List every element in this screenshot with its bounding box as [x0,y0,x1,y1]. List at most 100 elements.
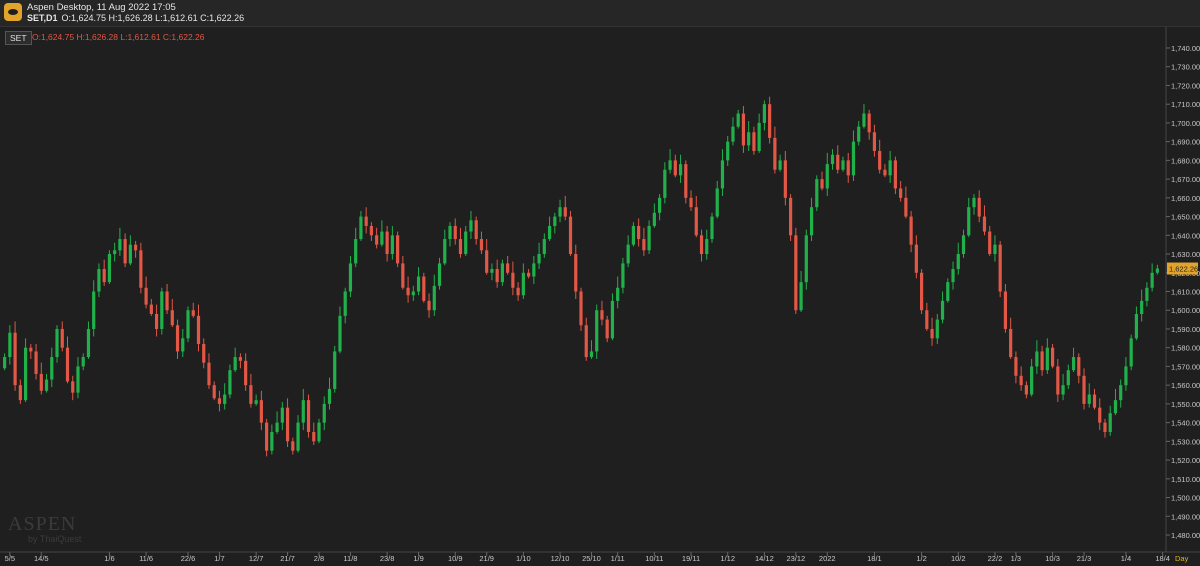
candle-body [23,347,28,401]
candle-body [196,315,201,344]
candle-body [579,291,583,326]
y-tick-label: 1,540.00 [1171,419,1200,428]
candle-body [574,254,578,292]
candle-body [29,347,33,352]
candle-body [160,291,164,329]
candle-body [516,287,520,296]
candle-body [752,132,756,152]
candle-body [113,250,117,255]
x-tick-label: 1/3 [1011,554,1021,563]
candle-body [354,239,358,264]
candle-body [39,373,43,391]
candle-body [338,315,342,352]
candle-body [296,422,300,451]
candle-body [825,164,829,189]
x-tick-label: 12/7 [249,554,264,563]
candle-body [726,141,730,161]
candle-body [972,197,976,208]
candle-body [904,197,908,217]
candle-body [652,212,656,226]
y-tick-label: 1,500.00 [1171,494,1200,503]
candle-body [883,169,887,176]
watermark-brand: ASPEN [8,513,77,535]
candle-body [705,239,709,255]
y-tick-label: 1,530.00 [1171,437,1200,446]
candle-body [699,235,704,255]
legend-ohlc: O:1,624.75 H:1,626.28 L:1,612.61 C:1,622… [32,32,205,42]
x-tick-label: 21/7 [280,554,295,563]
candle-body [642,239,646,251]
candle-body [312,431,316,442]
candle-body [1003,291,1008,329]
candle-body [322,403,326,423]
candle-body [411,291,415,296]
candle-body [1098,407,1102,423]
candle-body [925,310,929,329]
last-price-label: 1,622.26 [1169,265,1198,274]
candle-body [8,332,12,358]
candle-body [149,304,153,314]
candlestick-chart[interactable]: 1,480.00 1,490.00 1,500.00 1,510.00 1,520.00… [0,27,1200,566]
candle-body [301,400,305,423]
candle-body [736,113,740,127]
candle-body [212,385,216,399]
candle-body [165,291,169,311]
candle-body [1108,413,1112,432]
candle-body [422,276,426,301]
x-tick-label: 11/6 [139,554,153,563]
candle-body [458,239,463,255]
y-tick-label: 1,650.00 [1171,213,1200,222]
x-tick-label: 10/3 [1045,554,1060,563]
candle-body [97,269,101,292]
candle-body [1024,385,1028,395]
candle-body [186,310,190,339]
candle-body [794,235,798,311]
candle-body [568,216,573,255]
candle-body [453,225,457,240]
candle-body [532,263,536,277]
y-tick-label: 1,590.00 [1171,325,1200,334]
candle-body [76,366,80,393]
candle-body [18,385,22,401]
candle-body [558,207,562,217]
candle-body [228,370,232,395]
candle-body [144,287,148,305]
candle-body [1129,338,1133,367]
candle-body [1050,347,1055,367]
candle-body [375,235,379,245]
candle-body [668,160,672,170]
candle-body [678,164,683,176]
candle-body [715,188,719,217]
y-tick-label: 1,730.00 [1171,63,1200,72]
candle-body [92,291,96,329]
candle-body [878,151,882,170]
candle-body [1145,287,1149,301]
candle-body [401,263,405,288]
legend-symbol[interactable]: SET [5,31,32,45]
candle-body [1155,268,1159,273]
chart-area[interactable]: 1,480.00 1,490.00 1,500.00 1,510.00 1,520.00… [0,27,1200,566]
candle-body [265,422,269,451]
candle-body [291,441,295,451]
title-bar: Aspen Desktop, 11 Aug 2022 17:05 SET,D1 O… [0,0,1200,27]
candle-body [527,272,531,277]
candle-body [553,216,557,226]
candle-body [34,351,38,374]
y-tick-label: 1,550.00 [1171,400,1200,409]
candle-body [872,132,877,152]
aspen-watermark: ASPEN by ThaiQuest [8,514,81,544]
timeframe-label: Day [1175,554,1189,563]
candle-body [1150,272,1154,288]
candle-body [605,319,609,339]
candle-body [773,137,777,170]
watermark-by: by ThaiQuest [28,534,82,544]
candle-body [71,381,75,393]
candle-body [107,254,112,283]
candle-body [285,407,290,442]
y-tick-label: 1,560.00 [1171,381,1200,390]
candle-body [1009,328,1013,358]
symbol-summary: SET,D1 O:1,624.75 H:1,626.28 L:1,612.61 C… [27,13,244,23]
candle-body [385,231,389,255]
x-tick-label: 25/10 [582,554,601,563]
candle-body [65,347,70,382]
